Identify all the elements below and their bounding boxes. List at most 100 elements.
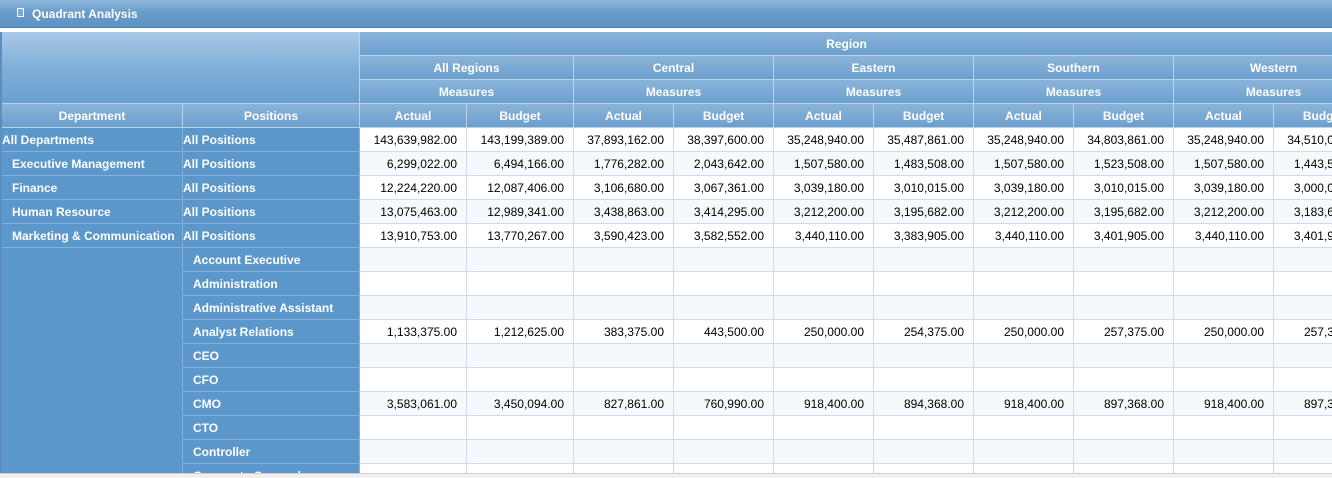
column-dimension-header[interactable]: Region: [360, 32, 1332, 56]
data-cell: 3,212,200.00: [774, 200, 874, 224]
data-cell: 250,000.00: [1174, 320, 1274, 344]
data-cell: [467, 416, 574, 440]
data-cell: 918,400.00: [774, 392, 874, 416]
data-cell: 443,500.00: [674, 320, 774, 344]
row-position[interactable]: Account Executive: [183, 248, 360, 272]
data-cell: [1074, 416, 1174, 440]
data-cell: 6,299,022.00: [360, 152, 467, 176]
data-cell: [674, 368, 774, 392]
row-position[interactable]: CEO: [183, 344, 360, 368]
row-position[interactable]: CMO: [183, 392, 360, 416]
data-cell: [674, 440, 774, 464]
data-cell: [574, 368, 674, 392]
measure-header-actual[interactable]: Actual: [360, 104, 467, 128]
measure-header-budget[interactable]: Budget: [874, 104, 974, 128]
data-cell: 3,212,200.00: [974, 200, 1074, 224]
positions-header[interactable]: Positions: [183, 104, 360, 128]
measure-header-actual[interactable]: Actual: [774, 104, 874, 128]
region-header[interactable]: All Regions: [360, 56, 574, 80]
window-titlebar: Quadrant Analysis: [0, 0, 1332, 28]
data-cell: 3,039,180.00: [974, 176, 1074, 200]
data-cell: 1,133,375.00: [360, 320, 467, 344]
measures-header: Measures: [774, 80, 974, 104]
row-position[interactable]: Corporate Counsel: [183, 464, 360, 473]
data-cell: [1274, 296, 1332, 320]
row-position[interactable]: All Positions: [183, 224, 360, 248]
data-cell: [574, 272, 674, 296]
data-cell: [360, 368, 467, 392]
data-cell: 35,248,940.00: [774, 128, 874, 152]
region-header[interactable]: Eastern: [774, 56, 974, 80]
data-cell: [874, 296, 974, 320]
data-cell: 3,067,361.00: [674, 176, 774, 200]
data-cell: [774, 368, 874, 392]
data-cell: [874, 464, 974, 473]
data-cell: 38,397,600.00: [674, 128, 774, 152]
row-department[interactable]: All Departments: [2, 128, 183, 152]
row-position[interactable]: CFO: [183, 368, 360, 392]
data-cell: 3,414,295.00: [674, 200, 774, 224]
data-cell: 3,106,680.00: [574, 176, 674, 200]
row-department[interactable]: Marketing & Communication: [2, 224, 183, 248]
data-cell: [467, 272, 574, 296]
data-cell: 35,487,861.00: [874, 128, 974, 152]
data-cell: [974, 440, 1074, 464]
measure-header-actual[interactable]: Actual: [974, 104, 1074, 128]
data-cell: [1274, 464, 1332, 473]
data-cell: [1274, 272, 1332, 296]
data-cell: [1274, 440, 1332, 464]
data-cell: [974, 464, 1074, 473]
department-group-cell: [2, 248, 183, 473]
data-cell: 1,443,508.00: [1274, 152, 1332, 176]
data-cell: [360, 344, 467, 368]
measure-header-actual[interactable]: Actual: [574, 104, 674, 128]
row-position[interactable]: All Positions: [183, 200, 360, 224]
data-cell: 3,582,552.00: [674, 224, 774, 248]
region-header[interactable]: Central: [574, 56, 774, 80]
department-header[interactable]: Department: [2, 104, 183, 128]
region-header[interactable]: Southern: [974, 56, 1174, 80]
row-position[interactable]: Analyst Relations: [183, 320, 360, 344]
measure-header-budget[interactable]: Budget: [467, 104, 574, 128]
data-cell: [874, 440, 974, 464]
region-header[interactable]: Western: [1174, 56, 1332, 80]
data-cell: 37,893,162.00: [574, 128, 674, 152]
data-cell: 257,375.00: [1274, 320, 1332, 344]
row-position[interactable]: Administrative Assistant: [183, 296, 360, 320]
row-position[interactable]: Administration: [183, 272, 360, 296]
data-cell: 897,368.00: [1274, 392, 1332, 416]
measure-header-budget[interactable]: Budget: [674, 104, 774, 128]
data-cell: 35,248,940.00: [1174, 128, 1274, 152]
data-cell: 13,910,753.00: [360, 224, 467, 248]
row-position[interactable]: All Positions: [183, 128, 360, 152]
data-cell: 3,440,110.00: [1174, 224, 1274, 248]
data-cell: 3,039,180.00: [774, 176, 874, 200]
data-cell: 2,043,642.00: [674, 152, 774, 176]
data-cell: [467, 296, 574, 320]
grid-corner: [2, 32, 360, 104]
data-cell: 3,195,682.00: [874, 200, 974, 224]
horizontal-scrollbar[interactable]: [0, 473, 1332, 478]
row-position[interactable]: Controller: [183, 440, 360, 464]
measure-header-actual[interactable]: Actual: [1174, 104, 1274, 128]
data-cell: [360, 416, 467, 440]
data-cell: [1074, 344, 1174, 368]
data-cell: 3,010,015.00: [1074, 176, 1174, 200]
data-cell: 250,000.00: [974, 320, 1074, 344]
measures-header: Measures: [1174, 80, 1332, 104]
data-cell: [1074, 248, 1174, 272]
row-position[interactable]: All Positions: [183, 176, 360, 200]
measure-header-budget[interactable]: Budget: [1274, 104, 1332, 128]
measure-header-budget[interactable]: Budget: [1074, 104, 1174, 128]
row-department[interactable]: Executive Management: [2, 152, 183, 176]
data-cell: [360, 440, 467, 464]
row-department[interactable]: Finance: [2, 176, 183, 200]
row-department[interactable]: Human Resource: [2, 200, 183, 224]
row-position[interactable]: All Positions: [183, 152, 360, 176]
row-position[interactable]: CTO: [183, 416, 360, 440]
data-cell: 3,383,905.00: [874, 224, 974, 248]
data-cell: 35,248,940.00: [974, 128, 1074, 152]
data-cell: 894,368.00: [874, 392, 974, 416]
data-cell: [774, 416, 874, 440]
data-cell: [360, 248, 467, 272]
